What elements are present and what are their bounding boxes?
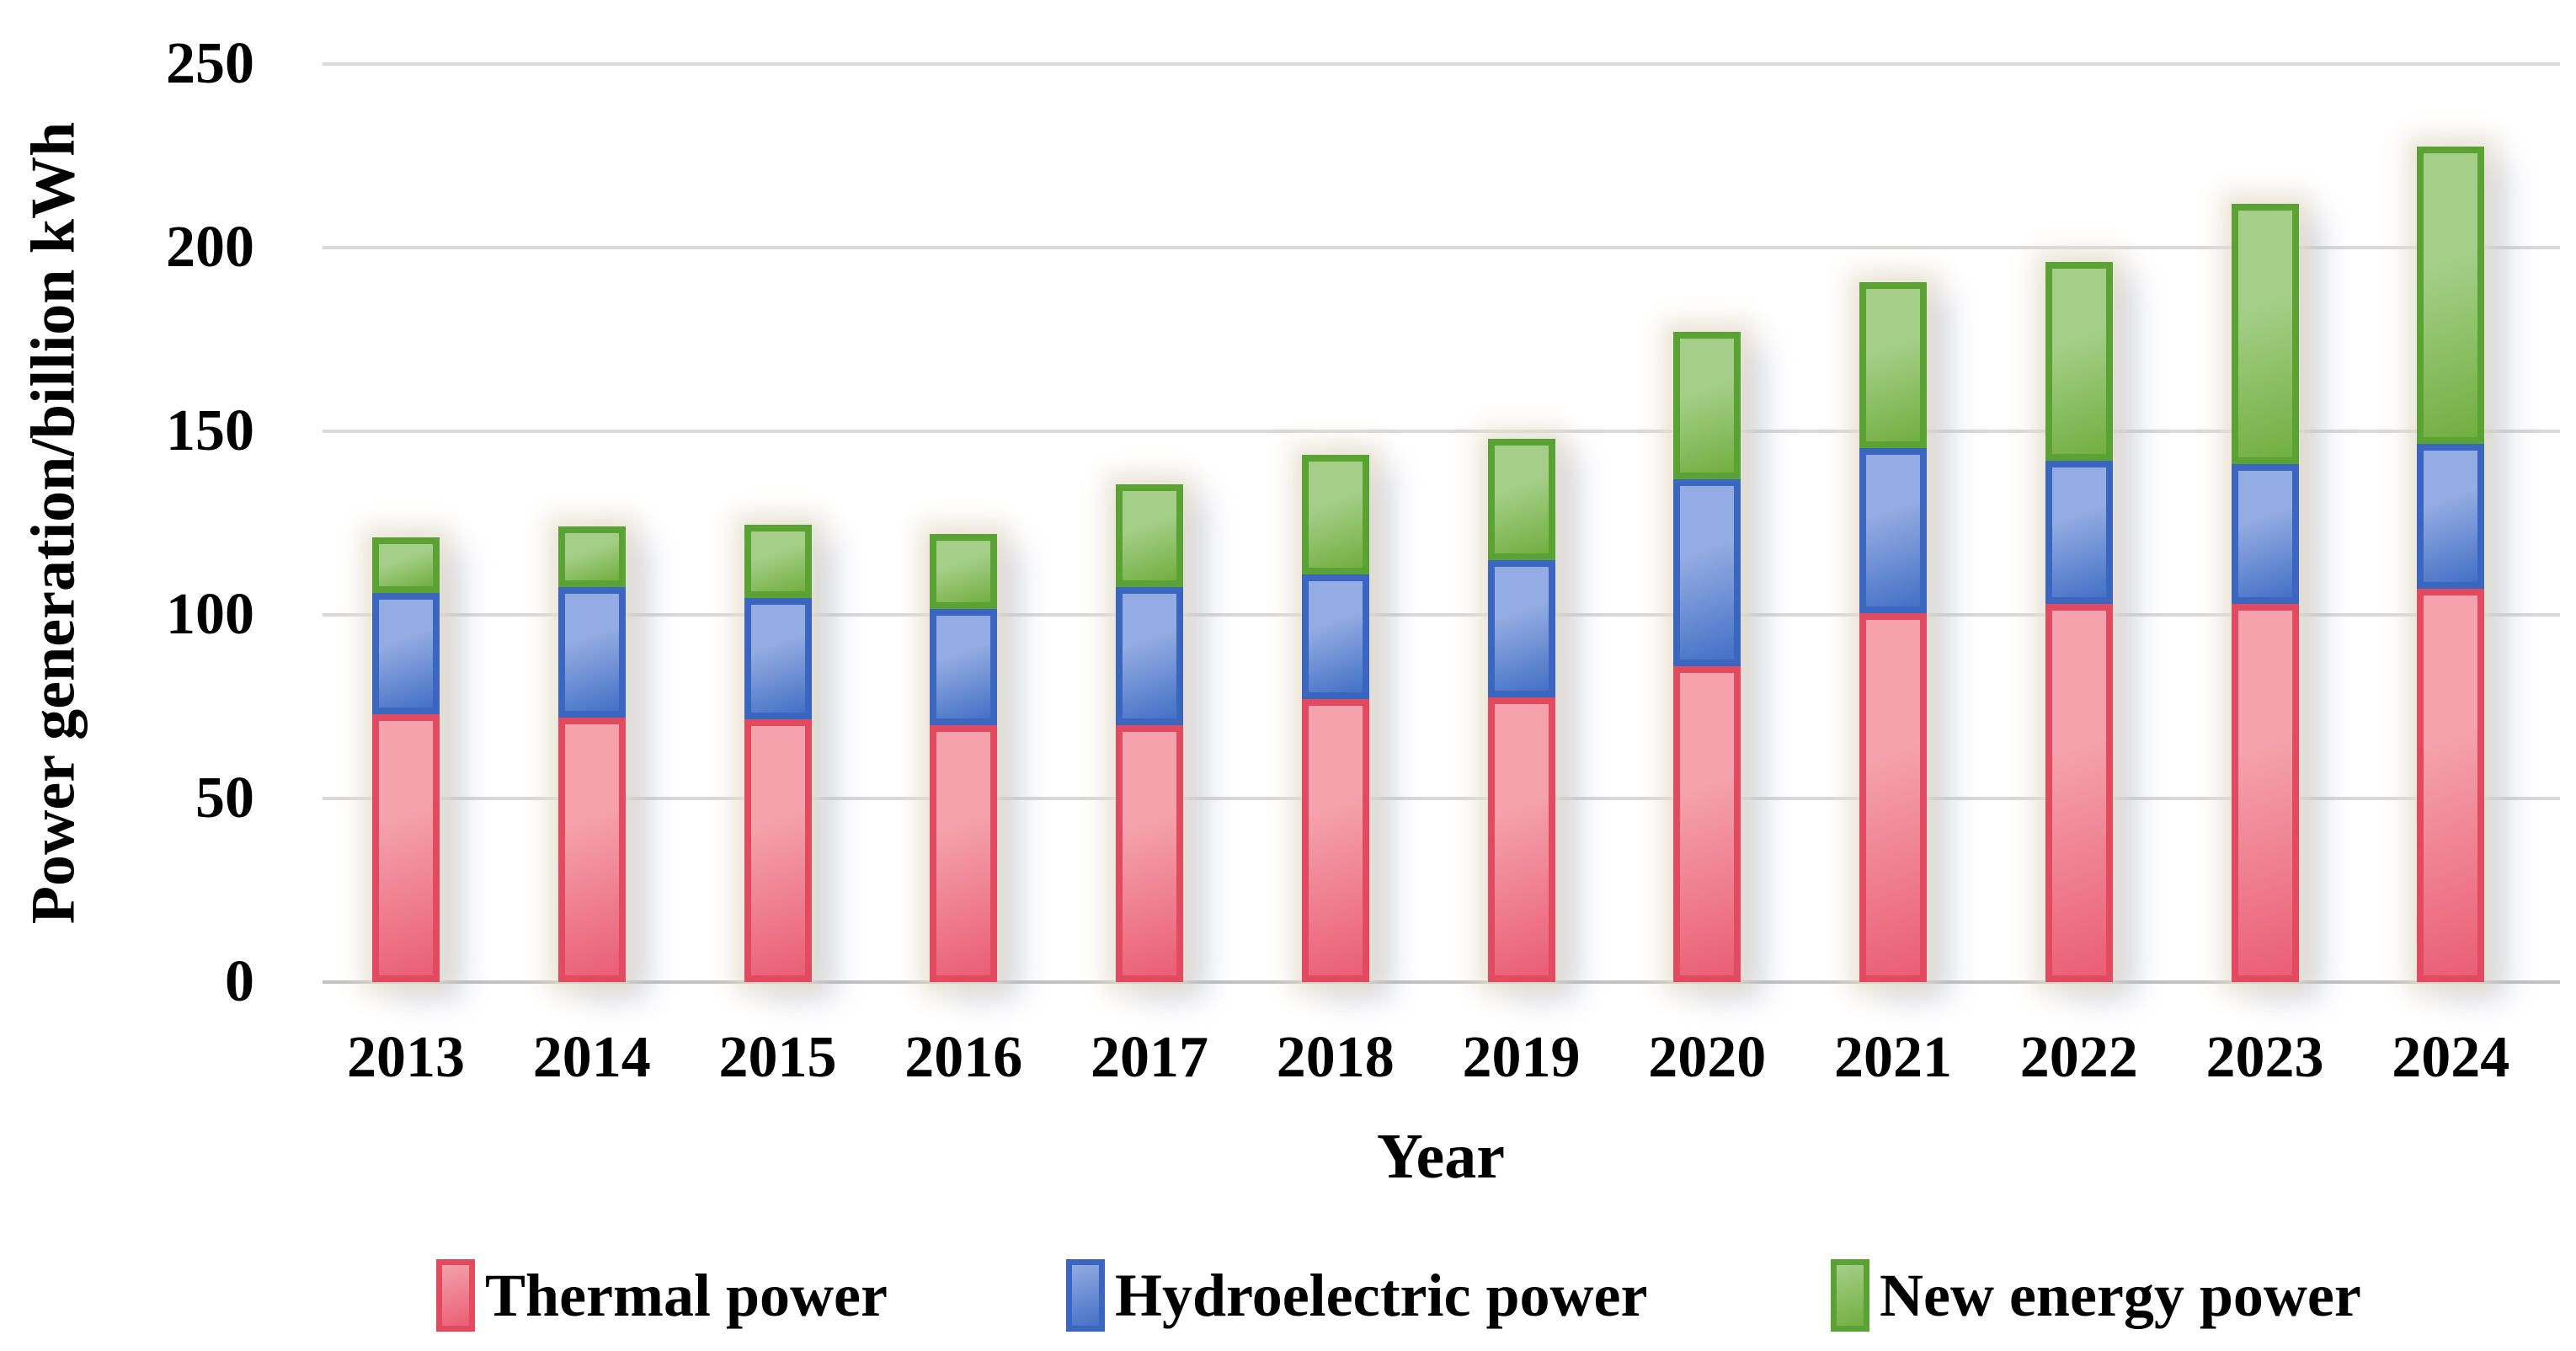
segment-2021-new-energy-power bbox=[1859, 282, 1927, 448]
y-tick-label-200: 200 bbox=[166, 215, 254, 280]
segment-2023-hydroelectric-power bbox=[2231, 464, 2299, 604]
segment-2019-thermal-power bbox=[1487, 697, 1555, 982]
legend-label: Hydroelectric power bbox=[1115, 1262, 1648, 1329]
x-tick-label-2024: 2024 bbox=[2392, 1025, 2510, 1090]
segment-2013-hydroelectric-power bbox=[372, 592, 440, 714]
y-tick-label-250: 250 bbox=[166, 31, 254, 96]
segment-2022-new-energy-power bbox=[2045, 262, 2113, 461]
segment-2020-thermal-power bbox=[1673, 666, 1741, 982]
y-tick-label-150: 150 bbox=[166, 398, 254, 463]
bar-2017 bbox=[1116, 484, 1183, 982]
segment-2016-new-energy-power bbox=[930, 534, 998, 610]
legend-item-thermal-power: Thermal power bbox=[436, 1255, 888, 1336]
segment-2017-thermal-power bbox=[1116, 724, 1183, 982]
gridline-0 bbox=[323, 980, 2560, 984]
segment-2017-hydroelectric-power bbox=[1116, 587, 1183, 725]
gridline-50 bbox=[323, 797, 2560, 800]
x-tick-label-2013: 2013 bbox=[347, 1025, 465, 1090]
bar-2024 bbox=[2417, 147, 2485, 982]
bar-2016 bbox=[930, 534, 998, 982]
x-axis-title: Year bbox=[1377, 1121, 1505, 1192]
bar-2015 bbox=[744, 525, 812, 982]
x-tick-label-2017: 2017 bbox=[1091, 1025, 1208, 1090]
segment-2015-thermal-power bbox=[744, 719, 812, 982]
legend-swatch-icon bbox=[436, 1259, 475, 1332]
segment-2024-hydroelectric-power bbox=[2417, 444, 2485, 590]
x-tick-label-2020: 2020 bbox=[1648, 1025, 1767, 1090]
legend-label: Thermal power bbox=[485, 1262, 888, 1329]
x-tick-label-2022: 2022 bbox=[2019, 1025, 2138, 1090]
legend-swatch-icon bbox=[1066, 1259, 1105, 1332]
segment-2020-new-energy-power bbox=[1673, 332, 1741, 479]
segment-2022-thermal-power bbox=[2045, 603, 2113, 982]
segment-2018-thermal-power bbox=[1301, 699, 1369, 982]
segment-2013-thermal-power bbox=[372, 713, 440, 982]
y-tick-label-0: 0 bbox=[225, 949, 254, 1014]
segment-2019-new-energy-power bbox=[1487, 438, 1555, 560]
segment-2017-new-energy-power bbox=[1116, 484, 1183, 588]
segment-2024-thermal-power bbox=[2417, 589, 2485, 982]
x-tick-label-2016: 2016 bbox=[904, 1025, 1023, 1090]
segment-2024-new-energy-power bbox=[2417, 147, 2485, 445]
segment-2014-thermal-power bbox=[557, 718, 626, 982]
legend-label: New energy power bbox=[1880, 1262, 2361, 1329]
segment-2014-new-energy-power bbox=[557, 526, 626, 588]
x-tick-label-2015: 2015 bbox=[718, 1025, 837, 1090]
x-tick-label-2014: 2014 bbox=[532, 1025, 651, 1090]
segment-2021-thermal-power bbox=[1859, 612, 1927, 982]
segment-2021-hydroelectric-power bbox=[1859, 447, 1927, 613]
x-tick-label-2023: 2023 bbox=[2205, 1025, 2324, 1090]
y-tick-label-100: 100 bbox=[166, 582, 254, 647]
segment-2020-hydroelectric-power bbox=[1673, 478, 1741, 667]
gridline-250 bbox=[323, 62, 2560, 66]
bar-2013 bbox=[372, 537, 440, 982]
gridline-100 bbox=[323, 613, 2560, 617]
legend-swatch-icon bbox=[1831, 1259, 1869, 1332]
x-tick-label-2018: 2018 bbox=[1276, 1025, 1395, 1090]
bar-2020 bbox=[1673, 332, 1741, 982]
segment-2016-hydroelectric-power bbox=[930, 609, 998, 725]
bar-2018 bbox=[1301, 455, 1369, 982]
segment-2023-new-energy-power bbox=[2231, 203, 2299, 465]
y-tick-label-50: 50 bbox=[195, 766, 254, 830]
bar-2021 bbox=[1859, 282, 1927, 982]
segment-2015-new-energy-power bbox=[744, 525, 812, 599]
bar-2022 bbox=[2045, 262, 2113, 982]
segment-2018-hydroelectric-power bbox=[1301, 574, 1369, 700]
segment-2014-hydroelectric-power bbox=[557, 587, 626, 718]
segment-2018-new-energy-power bbox=[1301, 455, 1369, 575]
bar-2014 bbox=[557, 526, 626, 982]
x-tick-label-2019: 2019 bbox=[1462, 1025, 1581, 1090]
legend-item-hydroelectric-power: Hydroelectric power bbox=[1066, 1255, 1647, 1336]
legend-item-new-energy-power: New energy power bbox=[1831, 1255, 2361, 1336]
bar-2019 bbox=[1487, 438, 1555, 982]
segment-2022-hydroelectric-power bbox=[2045, 460, 2113, 604]
segment-2015-hydroelectric-power bbox=[744, 598, 812, 720]
segment-2019-hydroelectric-power bbox=[1487, 559, 1555, 698]
gridline-150 bbox=[323, 430, 2560, 433]
segment-2023-thermal-power bbox=[2231, 603, 2299, 982]
segment-2016-thermal-power bbox=[930, 724, 998, 982]
bar-2023 bbox=[2231, 203, 2299, 982]
segment-2013-new-energy-power bbox=[372, 537, 440, 593]
gridline-200 bbox=[323, 246, 2560, 249]
x-tick-label-2021: 2021 bbox=[1834, 1025, 1952, 1090]
